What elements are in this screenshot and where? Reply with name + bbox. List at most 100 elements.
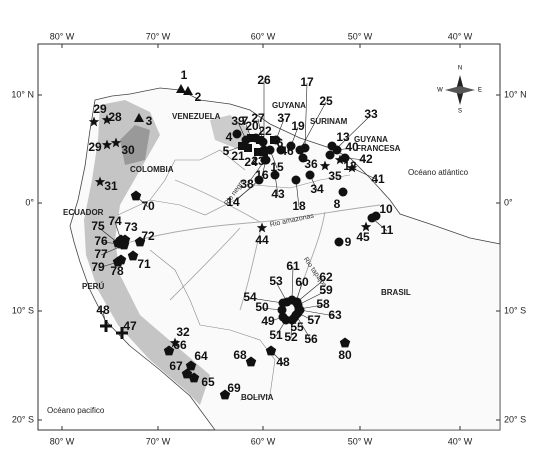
lon-label: 50° W [348,31,373,41]
lon-label: 40° W [448,436,473,446]
site-marker [116,327,128,339]
site-label: 5 [223,144,230,158]
site-marker [100,320,112,332]
site-label: 15 [270,160,284,174]
site-marker [88,116,100,127]
site-marker [245,356,257,367]
site-marker [185,360,197,371]
site-label: 25 [319,94,333,108]
site-marker [325,150,335,160]
leader-line [249,297,284,304]
site-label: 44 [255,233,269,247]
site-label: 50 [255,300,269,314]
lon-label: 50° W [348,436,373,446]
site-label: 11 [381,223,394,237]
leader-line [295,179,300,208]
site-marker [334,154,346,165]
lat-label: 10° S [504,305,526,315]
site-label: 79 [91,260,105,274]
site-label: 68 [233,348,247,362]
site-label: 37 [277,111,291,125]
lon-label: 80° W [50,31,75,41]
compass: N S E W [437,66,482,115]
site-marker [258,137,268,147]
site-marker [254,148,262,156]
site-label: 13 [336,130,350,144]
country-label: BRASIL [381,288,411,297]
site-marker [291,175,301,185]
site-marker [265,345,277,356]
site-marker [360,221,372,232]
borders [117,149,351,401]
site-marker [247,134,255,142]
site-label: 80 [338,348,352,362]
site-label: 57 [307,313,321,327]
site-label: 48 [276,355,290,369]
compass-label: W [437,88,443,94]
ocean-label: Océano pacifico [47,406,105,415]
site-label: 47 [123,319,137,333]
highlands [210,115,250,150]
site-label: 39 [231,114,245,128]
site-label: 49 [261,314,275,328]
site-label: 7 [242,114,249,128]
site-marker [305,170,315,180]
country-label: GUYANA [272,101,306,110]
site-label: 74 [108,214,122,228]
site-marker [332,145,342,155]
site-label: 18 [292,199,306,213]
country-label: PERÚ [82,282,104,291]
country-label: FRANCESA [356,144,401,153]
country-label: SURINAM [310,117,348,126]
site-label: 14 [226,195,240,209]
site-label: 45 [356,230,370,244]
site-label: 34 [310,182,324,196]
site-marker [163,345,175,356]
compass-label: N [458,66,462,72]
site-marker [340,153,350,163]
site-marker [292,297,302,307]
ocean-label: Océano atlántico [408,168,469,177]
site-marker [238,142,246,150]
site-label: 76 [94,234,108,248]
river-line [174,179,261,223]
coastline [69,87,501,431]
lon-label: 60° W [251,436,276,446]
lat-label: 20° S [12,414,34,424]
site-label: 40 [345,140,359,154]
site-marker [118,239,130,250]
site-marker [271,135,281,145]
country-label: BOLIVIA [241,393,274,402]
site-label: 33 [364,107,378,121]
country-label: GUYANA [354,135,388,144]
lat-label: 0° [25,197,34,207]
leader-line [295,314,312,341]
lon-label: 60° W [251,31,276,41]
site-marker [188,372,200,383]
site-label: 61 [286,259,300,273]
site-marker [256,222,268,233]
site-marker [276,145,286,155]
leader-line [299,309,336,317]
site-label: 6 [277,136,284,150]
site-marker [346,162,358,173]
site-marker [183,86,193,95]
site-marker [134,236,146,247]
site-label: 22 [258,124,272,138]
site-label: 62 [319,270,333,284]
site-label: 66 [173,338,187,352]
site-marker [278,298,288,308]
leader-line [304,82,308,149]
site-marker [181,368,193,379]
site-label: 64 [194,349,208,363]
site-label: 10 [379,202,393,216]
site-label: 67 [169,359,183,373]
site-marker [319,160,331,171]
site-label: 75 [91,219,105,233]
site-marker [127,250,139,261]
site-label: 26 [257,73,271,87]
site-label: 32 [176,325,190,339]
site-label: 69 [227,381,241,395]
site-marker [176,84,186,93]
site-label: 3 [146,114,153,128]
